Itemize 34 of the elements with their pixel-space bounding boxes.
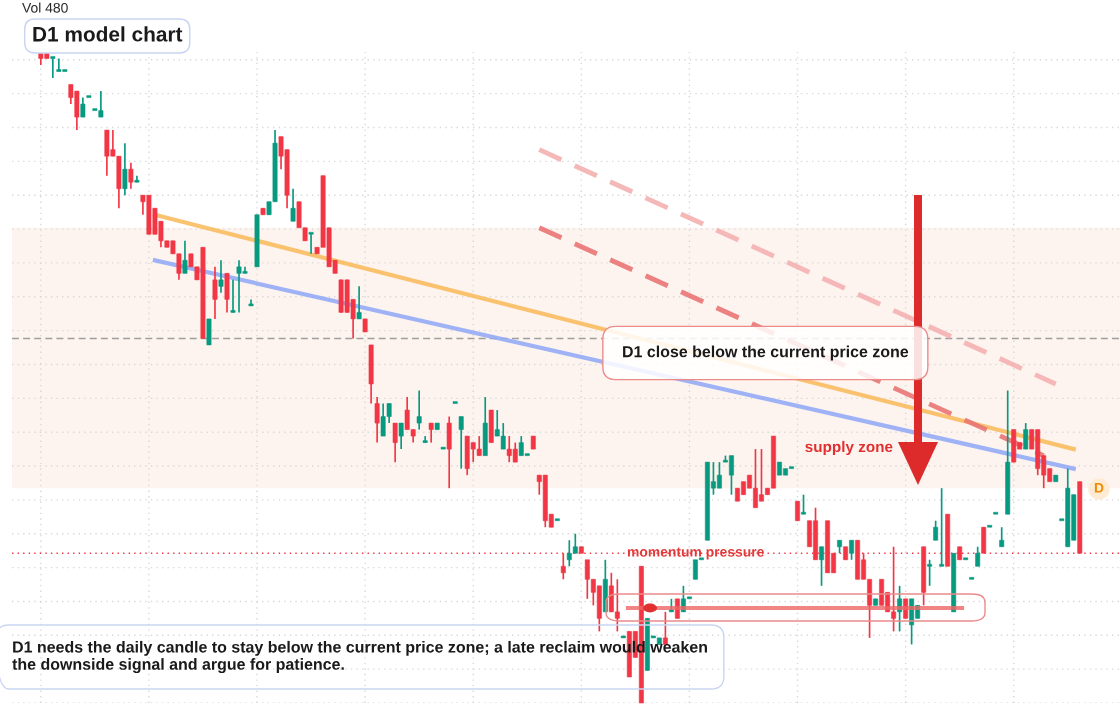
candlestick	[560, 552, 566, 581]
candlestick	[128, 161, 134, 190]
annotation: D1 close below the current price zone	[623, 345, 909, 361]
candlestick	[80, 96, 86, 118]
candlestick	[819, 545, 824, 587]
candlestick	[428, 422, 434, 444]
candlestick	[1023, 422, 1029, 450]
candlestick	[458, 415, 464, 470]
candlestick	[999, 526, 1005, 548]
candlestick	[182, 239, 188, 275]
text: Vol 480	[22, 2, 68, 13]
annotation: supply zone	[805, 440, 893, 456]
annotation: momentum pressure	[627, 547, 764, 560]
candlestick	[416, 389, 422, 431]
candlestick	[122, 142, 128, 197]
candlestick	[290, 187, 296, 223]
candlestick	[933, 519, 939, 542]
candlestick	[939, 487, 945, 568]
candlestick	[795, 500, 800, 522]
chart-title: D1 model chart	[33, 26, 183, 42]
candlestick	[308, 232, 314, 255]
candlestick	[218, 259, 224, 294]
candlestick	[398, 422, 404, 450]
candlestick	[356, 285, 362, 320]
text: D	[1094, 483, 1104, 493]
candlestick	[801, 493, 806, 516]
candlestick	[212, 265, 218, 320]
candlestick	[927, 558, 933, 587]
candlestick	[849, 539, 854, 561]
candlestick	[975, 545, 981, 568]
candlestick	[50, 56, 56, 79]
candlestick	[230, 279, 236, 314]
candlestick	[392, 422, 398, 463]
candlestick	[374, 396, 380, 444]
